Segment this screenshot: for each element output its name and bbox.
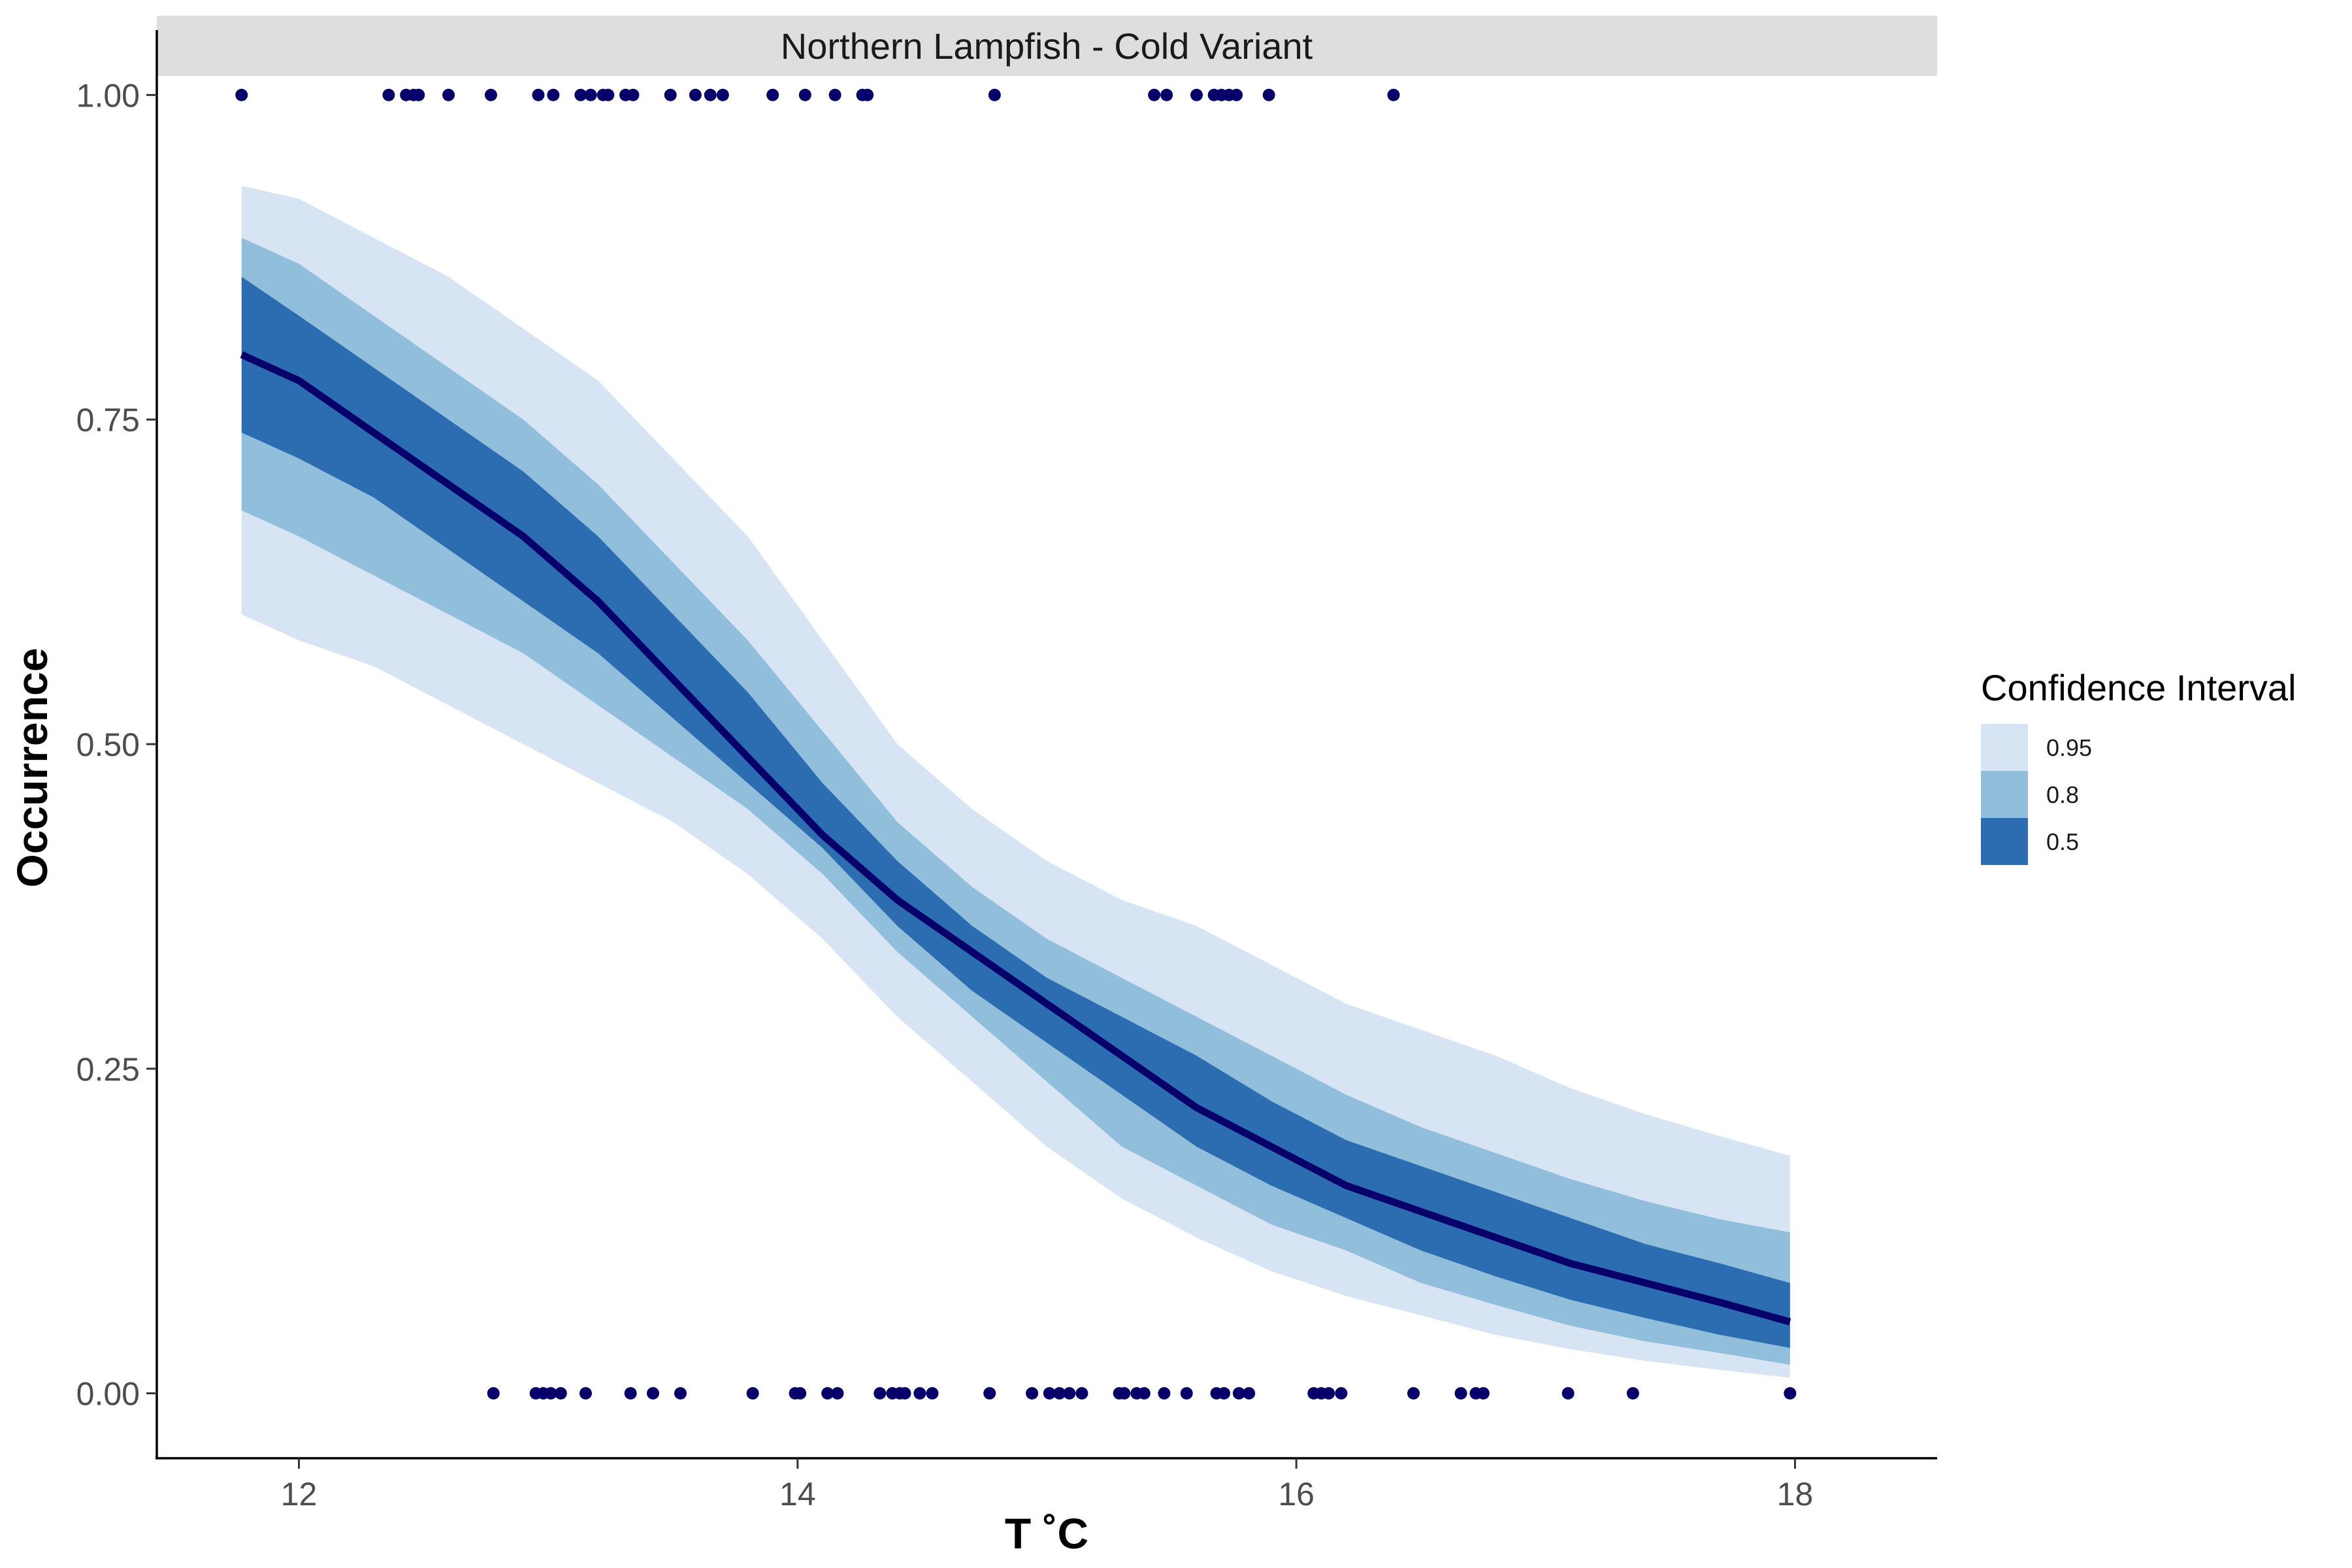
y-tick-label: 0.75 (76, 402, 140, 438)
data-point (828, 88, 841, 101)
data-point (874, 1387, 887, 1400)
x-tick-label: 12 (281, 1476, 318, 1512)
data-point (579, 1387, 592, 1400)
legend: Confidence Interval 0.95 0.8 0.5 (1981, 667, 2296, 865)
fit-line (240, 351, 1791, 1326)
legend-swatch (1981, 818, 2028, 865)
data-point (1626, 1387, 1639, 1400)
data-point (716, 88, 729, 101)
y-tick-label: 1.00 (76, 77, 140, 114)
data-point (831, 1387, 844, 1400)
observation-points (235, 88, 1797, 1400)
y-axis-ticks: 0.00 0.25 0.50 0.75 1.00 (76, 77, 157, 1413)
legend-items: 0.95 0.8 0.5 (1981, 724, 2092, 865)
ribbon-95 (241, 186, 1790, 1378)
data-point (664, 88, 677, 101)
y-tick-label: 0.25 (76, 1051, 140, 1088)
data-point (913, 1387, 926, 1400)
data-point (861, 88, 874, 101)
data-point (1477, 1387, 1490, 1400)
data-point (554, 1387, 567, 1400)
data-point (1160, 88, 1173, 101)
data-point (1118, 1387, 1131, 1400)
data-point (746, 1387, 759, 1400)
data-point (1407, 1387, 1420, 1400)
data-point (1243, 1387, 1256, 1400)
ribbon-80 (241, 238, 1790, 1365)
data-point (1387, 88, 1400, 101)
data-point (821, 1387, 834, 1400)
data-point (1454, 1387, 1467, 1400)
data-point (1230, 88, 1243, 101)
data-point (689, 88, 702, 101)
y-tick-label: 0.50 (76, 727, 140, 763)
data-point (704, 88, 717, 101)
legend-label: 0.5 (2046, 828, 2079, 855)
data-point (926, 1387, 939, 1400)
legend-swatch (1981, 771, 2028, 818)
data-point (674, 1387, 687, 1400)
y-tick-label: 0.00 (76, 1376, 140, 1413)
data-point (1053, 1387, 1066, 1400)
x-axis-ticks: 12 14 16 18 (281, 1458, 1814, 1512)
data-point (487, 1387, 500, 1400)
data-point (584, 88, 597, 101)
data-point (1217, 1387, 1230, 1400)
data-point (442, 88, 455, 101)
data-point (798, 88, 811, 101)
ribbon-50 (241, 276, 1790, 1348)
data-point (412, 88, 425, 101)
data-point (1043, 1387, 1056, 1400)
x-tick-label: 14 (779, 1476, 816, 1512)
y-axis-title: Occurrence (8, 648, 56, 888)
data-point (532, 88, 545, 101)
data-point (766, 88, 779, 101)
data-point (1335, 1387, 1348, 1400)
data-point (574, 88, 587, 101)
data-point (602, 88, 615, 101)
data-point (547, 88, 560, 101)
data-point (1075, 1387, 1088, 1400)
data-point (1180, 1387, 1193, 1400)
x-tick-label: 18 (1777, 1476, 1814, 1512)
strip-background (157, 16, 1937, 76)
confidence-ribbons (241, 186, 1790, 1378)
legend-title: Confidence Interval (1981, 667, 2296, 708)
legend-label: 0.95 (2046, 734, 2092, 761)
data-point (1322, 1387, 1335, 1400)
data-point (794, 1387, 807, 1400)
facet-title: Northern Lampfish - Cold Variant (781, 25, 1313, 67)
data-point (1026, 1387, 1039, 1400)
legend-swatch (1981, 724, 2028, 771)
data-point (1158, 1387, 1171, 1400)
data-point (1063, 1387, 1076, 1400)
data-point (382, 88, 395, 101)
data-point (484, 88, 497, 101)
x-axis-title: T ˚C (1005, 1509, 1088, 1558)
data-point (988, 88, 1001, 101)
data-point (235, 88, 248, 101)
data-point (646, 1387, 659, 1400)
data-point (1561, 1387, 1575, 1400)
data-point (1262, 88, 1275, 101)
data-point (1232, 1387, 1245, 1400)
x-tick-label: 16 (1278, 1476, 1315, 1512)
data-point (624, 1387, 637, 1400)
data-point (1137, 1387, 1151, 1400)
data-point (627, 88, 640, 101)
data-point (898, 1387, 911, 1400)
legend-label: 0.8 (2046, 781, 2079, 808)
data-point (1148, 88, 1161, 101)
data-point (1190, 88, 1203, 101)
data-point (1784, 1387, 1797, 1400)
data-point (544, 1387, 557, 1400)
data-point (983, 1387, 996, 1400)
